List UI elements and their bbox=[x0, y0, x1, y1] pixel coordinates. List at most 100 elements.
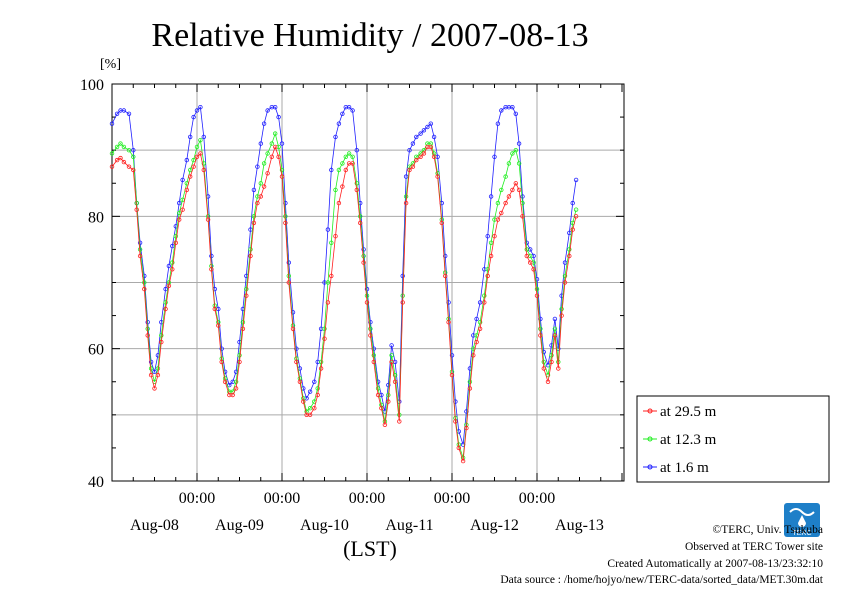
data-point bbox=[531, 267, 536, 272]
y-tick-label: 40 bbox=[88, 474, 104, 491]
data-point bbox=[495, 200, 501, 206]
data-point bbox=[261, 184, 267, 189]
data-point bbox=[145, 333, 150, 338]
data-point bbox=[520, 214, 525, 219]
x-tick-label-time: 00:00 bbox=[349, 490, 385, 507]
data-point bbox=[276, 114, 281, 120]
data-point bbox=[559, 313, 564, 318]
data-point bbox=[279, 174, 285, 179]
data-point bbox=[425, 124, 430, 130]
data-point bbox=[307, 406, 313, 411]
data-point bbox=[137, 253, 143, 259]
data-point bbox=[485, 233, 490, 239]
data-point bbox=[371, 353, 376, 358]
data-point bbox=[460, 458, 466, 464]
data-point bbox=[333, 134, 338, 140]
data-point bbox=[318, 366, 324, 371]
legend-box bbox=[636, 395, 830, 483]
data-point bbox=[495, 217, 501, 222]
data-point bbox=[534, 286, 540, 292]
data-point bbox=[368, 326, 373, 331]
data-point bbox=[400, 273, 405, 279]
data-point bbox=[471, 353, 476, 358]
legend-swatch-marker bbox=[647, 436, 653, 442]
data-point bbox=[237, 353, 242, 358]
data-point bbox=[528, 260, 533, 265]
data-point bbox=[510, 104, 515, 110]
data-point bbox=[152, 386, 157, 391]
data-point bbox=[201, 134, 206, 140]
data-point bbox=[549, 353, 554, 358]
x-tick-label-date: Aug-11 bbox=[385, 517, 433, 534]
data-point bbox=[524, 247, 529, 252]
data-point bbox=[166, 263, 172, 269]
data-point bbox=[301, 399, 306, 404]
data-point bbox=[503, 174, 508, 179]
data-point bbox=[488, 253, 494, 259]
logo-wave bbox=[789, 508, 815, 516]
data-point bbox=[312, 406, 317, 411]
data-point bbox=[155, 366, 161, 371]
data-point bbox=[269, 154, 274, 159]
data-point bbox=[315, 386, 320, 391]
data-point bbox=[573, 214, 579, 219]
data-point bbox=[222, 379, 228, 384]
data-point bbox=[368, 333, 373, 338]
data-point bbox=[258, 194, 263, 199]
data-point bbox=[371, 359, 376, 365]
data-point bbox=[142, 286, 147, 292]
data-point bbox=[449, 372, 455, 378]
data-point bbox=[562, 280, 568, 285]
data-point bbox=[237, 359, 242, 365]
data-point bbox=[148, 359, 154, 365]
data-point bbox=[294, 359, 299, 365]
x-tick-label-time: 00:00 bbox=[434, 490, 470, 507]
terc-logo: TERC bbox=[784, 503, 820, 537]
data-point bbox=[173, 240, 178, 245]
data-point bbox=[340, 111, 345, 116]
data-point bbox=[244, 293, 249, 298]
data-point bbox=[386, 399, 391, 404]
data-point bbox=[485, 273, 490, 279]
data-point bbox=[375, 386, 381, 391]
data-point bbox=[170, 260, 175, 265]
data-point bbox=[464, 425, 469, 431]
data-point bbox=[176, 217, 182, 222]
data-point bbox=[443, 253, 448, 259]
data-point bbox=[131, 147, 136, 153]
data-point bbox=[109, 151, 115, 156]
data-point bbox=[516, 141, 522, 146]
data-point bbox=[325, 280, 331, 285]
data-point bbox=[209, 267, 214, 272]
data-point bbox=[534, 293, 540, 298]
data-point bbox=[325, 227, 331, 232]
data-point bbox=[269, 141, 274, 146]
data-point bbox=[354, 187, 359, 193]
data-point bbox=[209, 253, 214, 259]
data-point bbox=[184, 187, 189, 193]
data-point bbox=[265, 151, 270, 156]
data-point bbox=[322, 336, 327, 341]
data-point bbox=[336, 167, 342, 173]
data-point bbox=[364, 300, 370, 305]
data-point bbox=[386, 382, 391, 388]
data-point bbox=[163, 306, 168, 312]
data-point bbox=[329, 167, 334, 173]
data-point bbox=[155, 372, 161, 378]
data-point bbox=[559, 306, 564, 312]
data-point bbox=[255, 200, 260, 206]
data-point bbox=[474, 339, 479, 345]
data-point bbox=[506, 194, 512, 199]
data-point bbox=[279, 167, 285, 173]
data-point bbox=[510, 187, 515, 193]
data-point bbox=[148, 366, 154, 371]
data-point bbox=[191, 157, 196, 163]
y-axis: 40 60 80 100 bbox=[80, 77, 624, 491]
data-point bbox=[201, 161, 206, 166]
data-point bbox=[201, 167, 206, 173]
data-point bbox=[336, 200, 342, 206]
data-point bbox=[322, 326, 327, 331]
data-point bbox=[418, 154, 423, 159]
data-point bbox=[109, 121, 115, 126]
